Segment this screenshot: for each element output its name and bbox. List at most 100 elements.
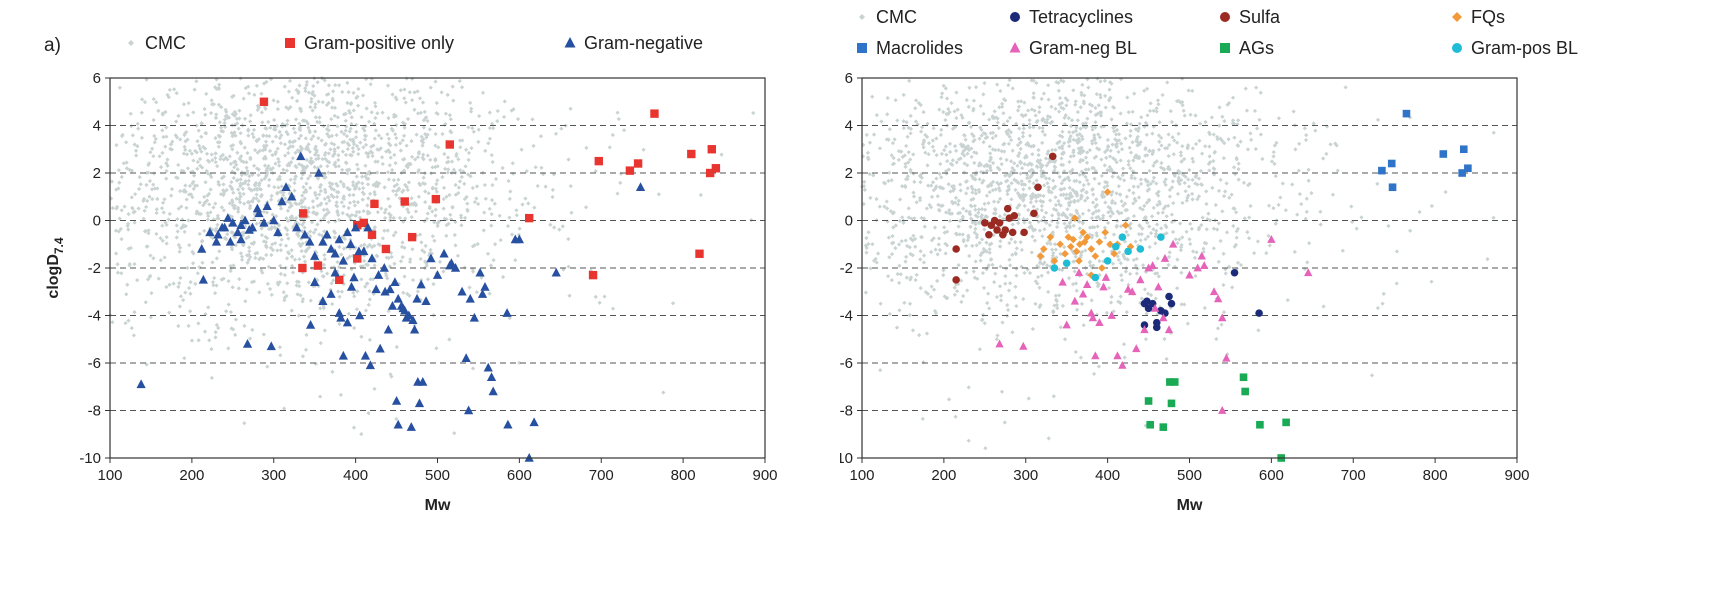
cmc-point xyxy=(947,141,953,146)
cmc-point xyxy=(1140,207,1145,212)
cmc-point xyxy=(445,170,450,175)
cmc-point xyxy=(1080,82,1085,87)
cmc-point xyxy=(308,298,313,303)
cmc-point xyxy=(347,254,352,259)
cmc-point xyxy=(347,193,352,198)
cmc-point xyxy=(295,292,300,297)
cmc-point xyxy=(890,141,896,146)
data-point xyxy=(486,372,497,382)
cmc-point xyxy=(405,116,411,122)
cmc-point xyxy=(324,201,329,206)
cmc-point xyxy=(513,258,518,263)
cmc-point xyxy=(316,99,321,104)
cmc-point xyxy=(1037,125,1042,131)
data-point xyxy=(211,236,222,246)
data-point xyxy=(625,166,635,175)
cmc-point xyxy=(1285,298,1290,303)
cmc-point xyxy=(280,193,286,198)
data-point xyxy=(383,324,393,334)
cmc-point xyxy=(1071,259,1076,264)
cmc-point xyxy=(307,149,313,154)
cmc-point xyxy=(169,187,175,192)
cmc-point xyxy=(1079,301,1085,306)
cmc-point xyxy=(190,261,196,266)
cmc-point xyxy=(158,258,163,263)
cmc-point xyxy=(1019,264,1024,269)
cmc-point xyxy=(1107,154,1113,159)
data-point xyxy=(351,222,361,232)
data-point xyxy=(281,182,291,192)
data-point xyxy=(277,196,287,206)
cmc-point xyxy=(1188,221,1193,226)
cmc-point xyxy=(969,173,974,178)
cmc-point xyxy=(288,144,293,149)
cmc-point xyxy=(1101,213,1106,218)
cmc-point xyxy=(151,96,156,102)
cmc-point xyxy=(337,294,342,299)
cmc-point xyxy=(448,212,453,217)
cmc-point xyxy=(243,299,248,304)
cmc-point xyxy=(321,124,326,129)
data-point xyxy=(407,232,417,242)
data-point xyxy=(477,289,488,298)
cmc-point xyxy=(223,114,228,119)
cmc-point xyxy=(615,191,620,196)
cmc-point xyxy=(210,280,216,285)
cmc-point xyxy=(1143,237,1148,242)
data-point xyxy=(650,109,659,118)
cmc-point xyxy=(352,294,357,299)
data-point xyxy=(1160,253,1170,262)
cmc-point xyxy=(996,126,1001,131)
cmc-point xyxy=(322,229,327,234)
cmc-point xyxy=(443,111,449,116)
cmc-point xyxy=(480,90,486,95)
cmc-point xyxy=(1138,177,1144,182)
cmc-point xyxy=(375,111,380,116)
cmc-point xyxy=(1234,229,1239,234)
cmc-point xyxy=(458,213,464,218)
cmc-point xyxy=(403,216,408,221)
cmc-point xyxy=(1157,201,1163,206)
cmc-point xyxy=(1165,80,1170,85)
data-point xyxy=(299,209,308,218)
data-point xyxy=(952,245,960,253)
cmc-point xyxy=(1030,191,1035,197)
cmc-point xyxy=(965,288,970,293)
plot-area xyxy=(862,78,1517,458)
cmc-point xyxy=(234,162,239,167)
cmc-point xyxy=(507,196,512,202)
cmc-point xyxy=(206,305,211,310)
cmc-point xyxy=(428,247,433,252)
y-tick-label: -6 xyxy=(840,355,853,372)
cmc-point xyxy=(369,144,374,149)
data-point xyxy=(529,417,539,427)
cmc-point xyxy=(1354,226,1359,231)
cmc-point xyxy=(1131,158,1136,163)
cmc-point xyxy=(470,126,475,131)
cmc-point xyxy=(155,196,160,202)
cmc-point xyxy=(178,294,183,299)
cmc-point xyxy=(889,252,895,257)
data-point xyxy=(409,324,420,334)
cmc-point xyxy=(931,126,936,131)
cmc-point xyxy=(1051,178,1056,183)
cmc-point xyxy=(911,194,917,199)
cmc-point xyxy=(366,411,371,416)
cmc-point xyxy=(135,278,140,283)
cmc-point xyxy=(913,119,919,124)
data-point xyxy=(1144,397,1153,405)
cmc-point xyxy=(966,233,971,238)
cmc-point xyxy=(364,150,369,156)
cmc-point xyxy=(334,132,339,138)
legend-item: Sulfa xyxy=(1220,7,1281,27)
cmc-point xyxy=(456,190,461,196)
cmc-point xyxy=(142,100,148,105)
cmc-point xyxy=(607,145,612,150)
cmc-point xyxy=(493,242,498,247)
cmc-point xyxy=(259,268,264,273)
cmc-point xyxy=(1128,122,1134,127)
x-tick-label: 800 xyxy=(1423,467,1448,484)
cmc-point xyxy=(1163,204,1168,209)
cmc-point xyxy=(264,79,269,85)
cmc-point xyxy=(1154,181,1159,186)
